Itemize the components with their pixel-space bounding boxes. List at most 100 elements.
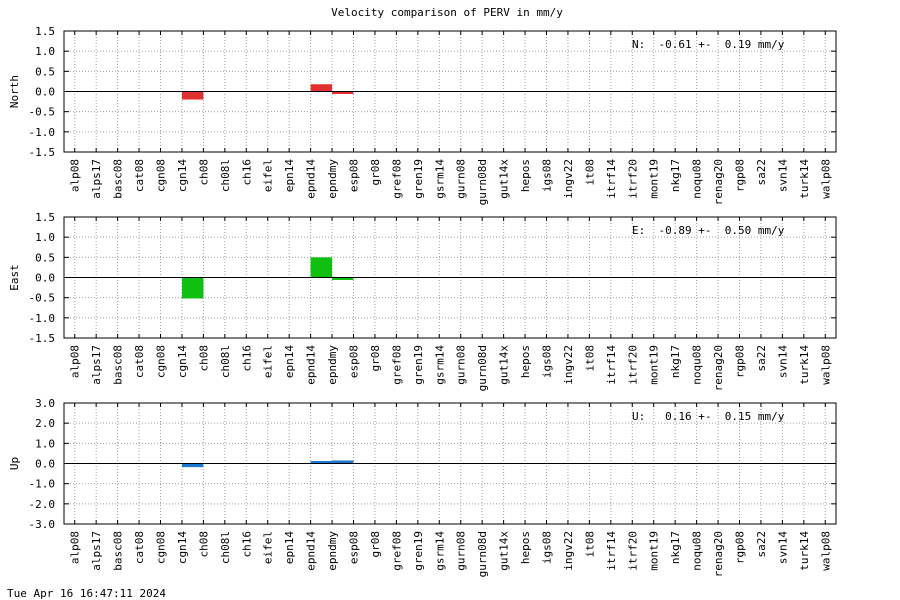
x-tick-label: cat08 [133,345,146,378]
x-tick-label: epndmy [326,345,339,385]
x-tick-label: itrf20 [626,345,639,385]
x-tick-label: gr08 [369,159,382,186]
bar-epndmy [332,460,354,464]
y-tick-label: 1.5 [35,211,55,224]
x-tick-label: epn14 [283,159,296,192]
x-tick-label: mont19 [648,531,661,571]
x-tick-label: renag20 [712,345,725,391]
x-tick-label: noqu08 [691,159,704,199]
plot-border [63,402,837,525]
x-tick-label: gr08 [369,345,382,372]
plot-border [63,216,837,339]
x-tick-label: svn14 [776,159,789,192]
x-tick-label: alps17 [90,531,103,571]
stats-annotation: E: -0.89 +- 0.50 mm/y [632,224,785,237]
x-tick-label: gurn08 [455,531,468,571]
y-tick-label: -1.0 [29,478,56,491]
x-tick-label: alps17 [90,159,103,199]
x-tick-label: esp08 [348,531,361,564]
x-tick-label: itrf20 [626,531,639,571]
x-tick-label: it08 [583,345,596,372]
x-tick-label: renag20 [712,159,725,205]
x-tick-label: ch08 [197,531,210,558]
x-tick-label: gurn08 [455,159,468,199]
panel-east: 1.5 1.0 0.5 0.0 -0.5 -1.0 -1.5 East E: -0.89 +- … [8,211,837,391]
x-tick-label: gut14x [498,531,511,571]
x-tick-label: walp08 [819,159,832,199]
x-tick-label: nkg17 [669,345,682,378]
x-tick-label: esp08 [348,345,361,378]
x-tick-label: turk14 [798,531,811,571]
x-tick-label: cgn14 [176,345,189,378]
x-tick-label: igs08 [541,345,554,378]
y-tick-label: -1.5 [29,332,56,345]
x-tick-label: gren19 [412,159,425,199]
x-tick-label: cgn08 [155,531,168,564]
x-tick-label: epn14 [283,531,296,564]
x-tick-label: cgn08 [155,345,168,378]
y-tick-label: -0.5 [29,292,56,305]
y-tick-label: 0.0 [35,272,55,285]
x-tick-label: gsrm14 [433,159,446,199]
x-tick-label: hepos [519,531,532,564]
x-tick-label: sa22 [755,159,768,186]
x-tick-label: svn14 [776,531,789,564]
x-tick-label: gurn08 [455,345,468,385]
x-tick-label: alps17 [90,345,103,385]
x-tick-label: eifel [262,159,275,192]
x-tick-label: nkg17 [669,159,682,192]
x-tick-label: ingv22 [562,159,575,199]
bar-epndmy [332,91,354,94]
x-tick-label: it08 [583,531,596,558]
x-tick-label: gsrm14 [433,531,446,571]
timestamp: Tue Apr 16 16:47:11 2024 [7,587,166,600]
x-tick-label: gurn08d [476,531,489,577]
bar-epnd14 [310,84,333,92]
y-tick-label: 3.0 [35,397,55,410]
y-axis-label: Up [8,457,21,470]
x-tick-label: gurn08d [476,159,489,205]
y-tick-label: 0.0 [35,458,55,471]
x-tick-label: cgn08 [155,159,168,192]
x-tick-label: epnd14 [305,159,318,199]
x-tick-label: itrf14 [605,345,618,385]
x-tick-label: nkg17 [669,531,682,564]
x-tick-label: ch08l [219,159,232,192]
x-tick-label: ch16 [240,531,253,558]
x-tick-label: turk14 [798,345,811,385]
x-tick-label: cat08 [133,531,146,564]
x-tick-label: basc08 [112,159,125,199]
x-tick-label: ch08 [197,159,210,186]
x-tick-label: basc08 [112,345,125,385]
x-tick-label: eifel [262,345,275,378]
y-tick-label: 0.0 [35,86,55,99]
x-tick-label: epndmy [326,159,339,199]
x-tick-label: alp08 [69,159,82,192]
x-tick-label: gsrm14 [433,345,446,385]
stats-annotation: N: -0.61 +- 0.19 mm/y [632,38,785,51]
bar-epnd14 [310,461,333,464]
y-tick-label: 1.0 [35,45,55,58]
x-tick-label: itrf14 [605,531,618,571]
y-tick-label: -1.0 [29,312,56,325]
x-tick-label: itrf14 [605,159,618,199]
x-tick-label: cgn14 [176,159,189,192]
y-tick-label: 1.0 [35,231,55,244]
x-tick-label: gut14x [498,345,511,385]
x-tick-label: renag20 [712,531,725,577]
x-tick-label: ch16 [240,345,253,372]
x-tick-label: svn14 [776,345,789,378]
x-tick-label: igs08 [541,531,554,564]
x-tick-label: rgp08 [734,159,747,192]
x-tick-label: gref08 [390,531,403,571]
x-tick-label: epnd14 [305,531,318,571]
x-tick-label: noqu08 [691,345,704,385]
x-tick-label: turk14 [798,159,811,199]
bar-cgn14 [181,277,204,299]
y-tick-label: -1.5 [29,146,56,159]
x-tick-label: gurn08d [476,345,489,391]
plot-border [63,30,837,153]
x-tick-label: gut14x [498,159,511,199]
x-tick-label: basc08 [112,531,125,571]
